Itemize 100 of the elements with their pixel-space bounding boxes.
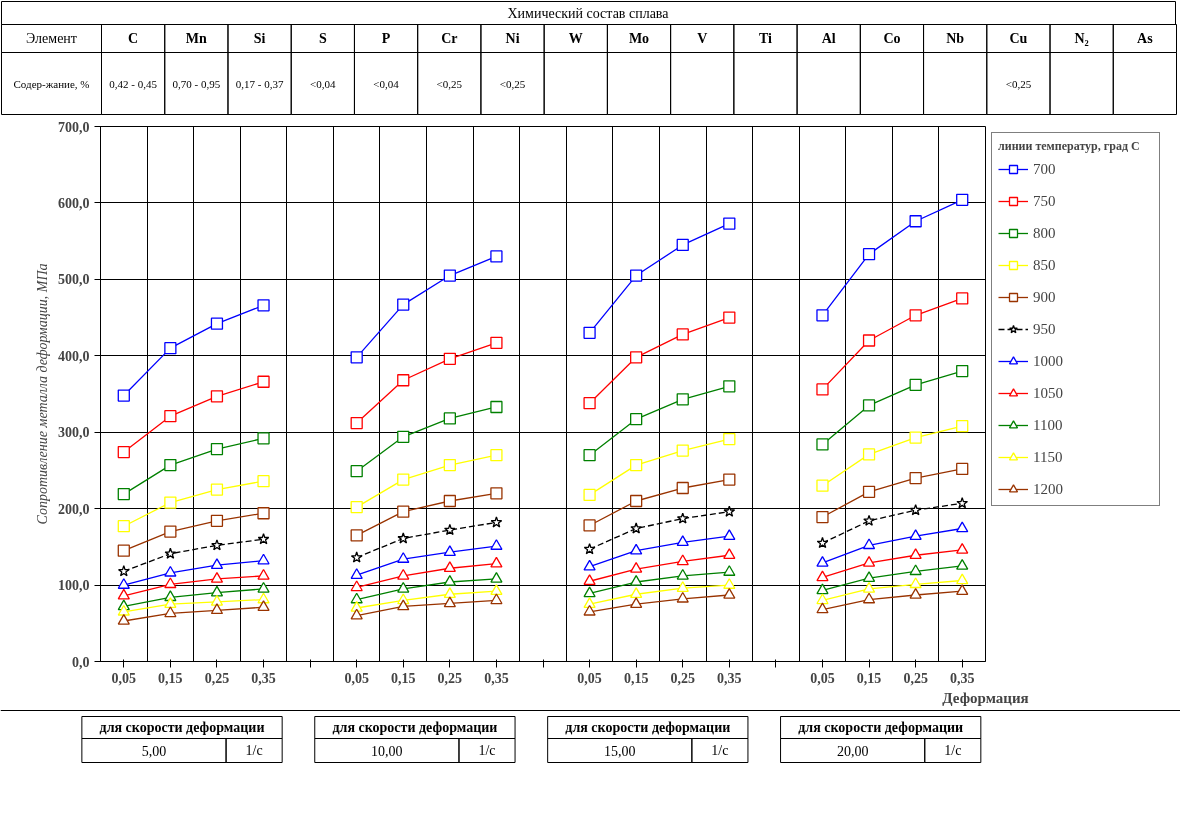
x-tick-label: 0,15 — [391, 670, 416, 686]
text: <0,04 — [373, 77, 400, 90]
point — [583, 559, 596, 571]
x-tick-label: 0,35 — [251, 670, 276, 686]
point — [862, 247, 876, 261]
point — [909, 504, 922, 516]
x-tick-label: 0,15 — [856, 670, 882, 686]
y-tick-label: 200,0 — [58, 501, 90, 517]
point — [490, 556, 503, 568]
point — [956, 419, 969, 433]
point — [909, 577, 922, 589]
point — [676, 328, 689, 341]
point — [164, 410, 177, 423]
point — [210, 558, 224, 570]
point — [723, 432, 736, 446]
text: Элемент — [26, 31, 77, 46]
point — [909, 471, 922, 485]
text: Nb — [946, 31, 965, 46]
point — [257, 568, 270, 580]
point — [164, 577, 177, 589]
point — [583, 519, 596, 532]
point — [862, 448, 876, 461]
point — [210, 571, 224, 583]
x-tick-label: 0,05 — [111, 670, 137, 686]
point — [490, 336, 503, 349]
text: 1/с — [245, 743, 263, 758]
legend-label: 1100 — [1033, 416, 1064, 434]
point — [862, 538, 876, 550]
point — [397, 599, 410, 611]
point — [862, 485, 876, 498]
point — [397, 552, 410, 563]
point — [956, 193, 969, 207]
legend-label: 800 — [1033, 224, 1057, 242]
text: Si — [253, 31, 266, 46]
point — [257, 474, 270, 488]
point — [816, 583, 829, 595]
text: Ni — [505, 31, 520, 46]
point — [397, 581, 410, 593]
point — [210, 603, 224, 615]
point — [443, 575, 456, 586]
x-tick-label: 0,25 — [670, 670, 695, 686]
text: Содер-жание, % — [13, 77, 90, 90]
point — [583, 488, 596, 502]
text: W — [568, 31, 583, 46]
x-tick-label: 0,35 — [717, 670, 742, 686]
point — [630, 494, 643, 508]
point — [210, 514, 224, 528]
point — [117, 565, 130, 577]
text: 5,00 — [141, 743, 167, 759]
point — [164, 496, 177, 509]
text: As — [1137, 31, 1154, 46]
point — [723, 505, 736, 517]
point — [164, 606, 177, 618]
point — [164, 458, 177, 472]
text: Mo — [628, 31, 650, 46]
point — [909, 548, 922, 560]
point — [257, 553, 270, 565]
point — [443, 596, 456, 608]
point — [583, 326, 596, 340]
text: <0,25 — [499, 77, 526, 90]
y-tick-label: 500,0 — [58, 272, 90, 288]
y-axis-title: Сопротивление металла деформации, МПа — [35, 263, 50, 525]
point — [723, 578, 736, 589]
point — [816, 510, 829, 524]
point — [164, 341, 177, 355]
point — [816, 570, 829, 582]
point — [676, 444, 689, 457]
text: C — [128, 31, 139, 46]
point — [397, 374, 410, 387]
point — [350, 351, 363, 364]
point — [630, 269, 643, 282]
point — [583, 586, 596, 598]
point — [164, 525, 177, 538]
point — [723, 548, 736, 560]
point — [956, 462, 969, 476]
y-tick-label: 100,0 — [58, 578, 90, 594]
legend-label: 900 — [1033, 288, 1057, 306]
point — [630, 351, 643, 364]
point — [490, 516, 503, 528]
point — [210, 585, 224, 597]
point — [443, 587, 456, 599]
text: Mn — [185, 31, 208, 46]
point — [117, 389, 130, 402]
text: 15,00 — [604, 743, 636, 759]
point — [676, 481, 689, 495]
y-tick-label: 600,0 — [58, 195, 90, 211]
point — [211, 539, 223, 551]
point — [630, 413, 643, 426]
text: для скорости деформации — [798, 720, 964, 735]
x-tick-label: 0,05 — [810, 670, 835, 686]
point — [257, 507, 270, 520]
legend-title: линии температур, град С — [998, 139, 1141, 154]
point — [350, 608, 363, 620]
point — [723, 217, 736, 230]
legend-label: 1000 — [1033, 352, 1064, 370]
point — [816, 555, 829, 567]
text: для скорости деформации — [332, 720, 498, 735]
point — [583, 448, 596, 462]
point — [723, 473, 736, 486]
x-axis-title: Деформация — [942, 689, 1029, 706]
